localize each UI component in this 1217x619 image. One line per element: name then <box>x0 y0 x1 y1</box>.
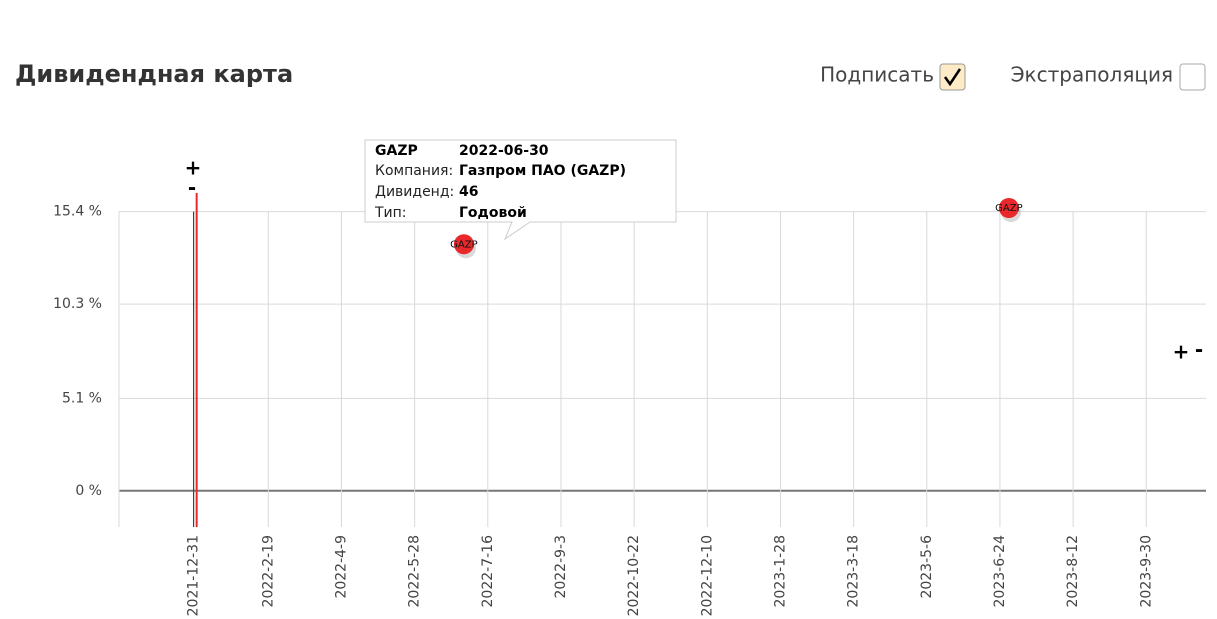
x-tick-label: 2022-10-22 <box>626 535 642 616</box>
x-tick-label: 2022-2-19 <box>260 535 276 607</box>
x-tick-label: 2022-7-16 <box>480 535 496 608</box>
tooltip-ticker: GAZP <box>375 143 418 159</box>
tooltip-date: 2022-06-30 <box>459 143 549 159</box>
x-tick-label: 2023-3-18 <box>846 535 862 607</box>
x-tick-label: 2023-8-12 <box>1065 535 1081 607</box>
y-tick-label: 0 % <box>75 483 102 499</box>
x-tick-label: 2022-5-28 <box>407 535 423 607</box>
checkmark <box>943 68 962 87</box>
point <box>998 198 1019 218</box>
tooltip-value: 46 <box>459 184 478 200</box>
toggle-label: Подписать <box>820 63 934 87</box>
y-tick-label: 15.4 % <box>53 204 102 220</box>
x-tick-label: 2023-5-6 <box>919 535 935 599</box>
x-tick-label: 2023-9-30 <box>1138 535 1154 607</box>
checkbox[interactable] <box>1179 63 1206 91</box>
zoom-in[interactable]: + <box>1173 340 1190 364</box>
point-label: GAZP <box>450 239 477 250</box>
tooltip-value: Газпром ПАО (GAZP) <box>459 163 626 179</box>
x-tick-label: 2023-6-24 <box>992 535 1008 608</box>
checkbox-checked[interactable] <box>939 63 966 91</box>
x-tick-label: 2023-1-28 <box>772 535 788 607</box>
tooltip-key: Компания: <box>375 163 453 179</box>
page-title: Дивидендная карта <box>15 60 293 88</box>
point <box>453 234 474 255</box>
x-tick-label: 2022-9-3 <box>553 535 569 599</box>
tooltip: GAZP 2022-06-30 Компания: Газпром ПАО (GA… <box>364 139 677 241</box>
x-tick-label: 2022-4-9 <box>333 535 349 599</box>
plot: 0 % 5.1 % 10.3 % 15.4 % 2021-12-31 2022-2-19 2… <box>53 193 1206 616</box>
toggle-label: Экстраполяция <box>1011 63 1173 87</box>
tooltip-box <box>364 139 677 241</box>
zoom-in[interactable]: + <box>185 156 202 180</box>
x-tick-label: 2022-12-10 <box>699 535 715 616</box>
tooltip-value: Годовой <box>459 205 527 221</box>
zoom-out[interactable]: - <box>1195 338 1203 362</box>
y-tick-label: 10.3 % <box>53 296 102 312</box>
zoom-out[interactable]: - <box>188 176 196 200</box>
tooltip-key: Дивиденд: <box>375 184 454 200</box>
y-tick-label: 5.1 % <box>62 390 102 406</box>
point-label: GAZP <box>995 203 1022 214</box>
x-tick-label: 2021-12-31 <box>186 535 202 616</box>
tooltip-key: Тип: <box>374 205 407 221</box>
